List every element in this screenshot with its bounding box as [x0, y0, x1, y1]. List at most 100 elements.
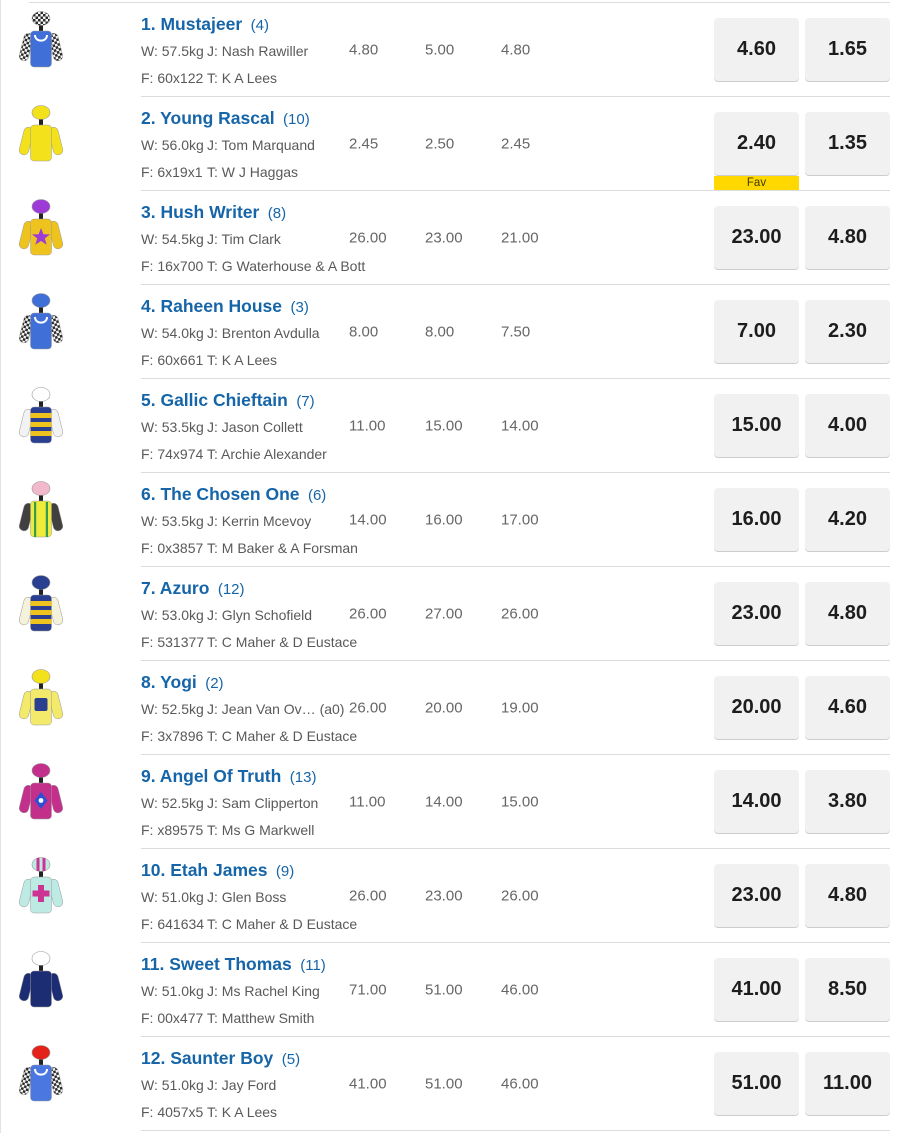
runner-row: 5. Gallic Chieftain (7) W: 53.5kg J: Jas…	[1, 379, 914, 473]
win-odds-button[interactable]: 41.00	[714, 958, 799, 1021]
horse-name-link[interactable]: 5. Gallic Chieftain	[141, 390, 288, 410]
horse-name-link[interactable]: 10. Etah James	[141, 860, 268, 880]
horse-name-link[interactable]: 3. Hush Writer	[141, 202, 260, 222]
place-odds-button[interactable]: 1.35	[805, 112, 890, 175]
runner-info: 12. Saunter Boy (5) W: 51.0kg J: Jay For…	[141, 1046, 300, 1126]
form-text: F: 6x19x1	[141, 164, 203, 180]
win-bet-column: 16.00	[714, 488, 799, 551]
weight-jockey-line: W: 57.5kg J: Nash Rawiller	[141, 38, 308, 65]
jockey-silks-icon	[18, 949, 64, 1017]
trainer-text: T: C Maher & D Eustace	[207, 916, 358, 932]
odds-flucs: 11.00 15.00 14.00	[349, 418, 539, 435]
odds-flucs: 8.00 8.00 7.50	[349, 324, 530, 341]
jockey-text: J: Nash Rawiller	[207, 43, 309, 59]
horse-name-link[interactable]: 6. The Chosen One	[141, 484, 300, 504]
odds-flucs: 41.00 51.00 46.00	[349, 1076, 539, 1093]
place-odds-button[interactable]: 3.80	[805, 770, 890, 833]
trainer-text: T: Archie Alexander	[207, 446, 327, 462]
runner-row: 8. Yogi (2) W: 52.5kg J: Jean Van Ov… (a…	[1, 661, 914, 755]
win-bet-column: 23.00	[714, 206, 799, 269]
win-bet-column: 20.00	[714, 676, 799, 739]
bet-buttons: 2.40 Fav 1.35	[714, 112, 890, 190]
trainer-text: T: K A Lees	[207, 1104, 278, 1120]
odds-fluc-2: 2.50	[425, 135, 455, 153]
win-odds-button[interactable]: 15.00	[714, 394, 799, 457]
barrier-number: (2)	[205, 675, 224, 692]
form-text: F: 641634	[141, 916, 205, 932]
form-text: F: x89575	[141, 822, 204, 838]
weight-jockey-line: W: 54.0kg J: Brenton Avdulla	[141, 320, 320, 347]
win-odds-button[interactable]: 23.00	[714, 206, 799, 269]
odds-fluc-3: 14.00	[501, 417, 539, 435]
horse-name-link[interactable]: 7. Azuro	[141, 578, 210, 598]
win-odds-button[interactable]: 23.00	[714, 864, 799, 927]
jockey-silks-icon	[18, 667, 64, 735]
trainer-text: T: G Waterhouse & A Bott	[207, 258, 366, 274]
form-trainer-line: F: 16x700 T: G Waterhouse & A Bott	[141, 253, 365, 280]
place-odds-button[interactable]: 4.00	[805, 394, 890, 457]
place-odds-button[interactable]: 4.20	[805, 488, 890, 551]
barrier-number: (8)	[267, 205, 287, 222]
place-odds-button[interactable]: 4.60	[805, 676, 890, 739]
odds-fluc-2: 51.00	[425, 981, 463, 999]
place-odds-button[interactable]: 8.50	[805, 958, 890, 1021]
odds-fluc-3: 15.00	[501, 793, 539, 811]
odds-flucs: 4.80 5.00 4.80	[349, 42, 530, 59]
place-odds-button[interactable]: 2.30	[805, 300, 890, 363]
odds-flucs: 71.00 51.00 46.00	[349, 982, 539, 999]
place-bet-column: 4.60	[805, 676, 890, 739]
odds-fluc-3: 26.00	[501, 887, 539, 905]
place-odds-button[interactable]: 1.65	[805, 18, 890, 81]
odds-fluc-3: 2.45	[501, 135, 531, 153]
place-odds-button[interactable]: 4.80	[805, 864, 890, 927]
odds-fluc-1: 26.00	[349, 699, 387, 717]
win-odds-button[interactable]: 16.00	[714, 488, 799, 551]
win-odds-button[interactable]: 23.00	[714, 582, 799, 645]
horse-name-link[interactable]: 1. Mustajeer	[141, 14, 243, 34]
runner-name-line: 8. Yogi (2)	[141, 670, 357, 696]
form-trainer-line: F: 531377 T: C Maher & D Eustace	[141, 629, 357, 656]
win-odds-button[interactable]: 20.00	[714, 676, 799, 739]
odds-flucs: 26.00 27.00 26.00	[349, 606, 539, 623]
odds-fluc-2: 8.00	[425, 323, 455, 341]
jockey-text: J: Ms Rachel King	[207, 983, 320, 999]
horse-name-link[interactable]: 4. Raheen House	[141, 296, 283, 316]
odds-fluc-1: 71.00	[349, 981, 387, 999]
win-bet-column: 41.00	[714, 958, 799, 1021]
win-odds-button[interactable]: 14.00	[714, 770, 799, 833]
weight-jockey-line: W: 51.0kg J: Jay Ford	[141, 1072, 300, 1099]
horse-name-link[interactable]: 2. Young Rascal	[141, 108, 275, 128]
fav-badge: Fav	[714, 176, 799, 190]
horse-name-link[interactable]: 12. Saunter Boy	[141, 1048, 274, 1068]
runner-info: 5. Gallic Chieftain (7) W: 53.5kg J: Jas…	[141, 388, 327, 468]
weight-text: W: 57.5kg	[141, 43, 204, 59]
odds-fluc-2: 23.00	[425, 887, 463, 905]
place-odds-button[interactable]: 4.80	[805, 582, 890, 645]
horse-name-link[interactable]: 11. Sweet Thomas	[141, 954, 292, 974]
horse-name-link[interactable]: 8. Yogi	[141, 672, 197, 692]
win-odds-button[interactable]: 7.00	[714, 300, 799, 363]
runner-info: 10. Etah James (9) W: 51.0kg J: Glen Bos…	[141, 858, 357, 938]
jockey-silks-icon	[18, 385, 64, 453]
win-odds-button[interactable]: 51.00	[714, 1052, 799, 1115]
bet-buttons: 16.00 4.20	[714, 488, 890, 551]
jockey-text: J: Tom Marquand	[207, 137, 315, 153]
jockey-text: J: Jason Collett	[207, 419, 303, 435]
odds-fluc-1: 8.00	[349, 323, 379, 341]
odds-flucs: 14.00 16.00 17.00	[349, 512, 539, 529]
win-odds-button[interactable]: 4.60	[714, 18, 799, 81]
weight-text: W: 54.0kg	[141, 325, 204, 341]
runner-row: 7. Azuro (12) W: 53.0kg J: Glyn Schofiel…	[1, 567, 914, 661]
barrier-number: (12)	[217, 581, 245, 598]
place-odds-button[interactable]: 4.80	[805, 206, 890, 269]
horse-name-link[interactable]: 9. Angel Of Truth	[141, 766, 282, 786]
odds-fluc-3: 46.00	[501, 1075, 539, 1093]
place-odds-button[interactable]: 11.00	[805, 1052, 890, 1115]
runner-name-line: 12. Saunter Boy (5)	[141, 1046, 300, 1072]
runner-name-line: 6. The Chosen One (6)	[141, 482, 358, 508]
win-odds-button[interactable]: 2.40	[714, 112, 799, 175]
runner-name-line: 9. Angel Of Truth (13)	[141, 764, 318, 790]
runner-name-line: 2. Young Rascal (10)	[141, 106, 315, 132]
odds-fluc-3: 19.00	[501, 699, 539, 717]
win-bet-column: 7.00	[714, 300, 799, 363]
